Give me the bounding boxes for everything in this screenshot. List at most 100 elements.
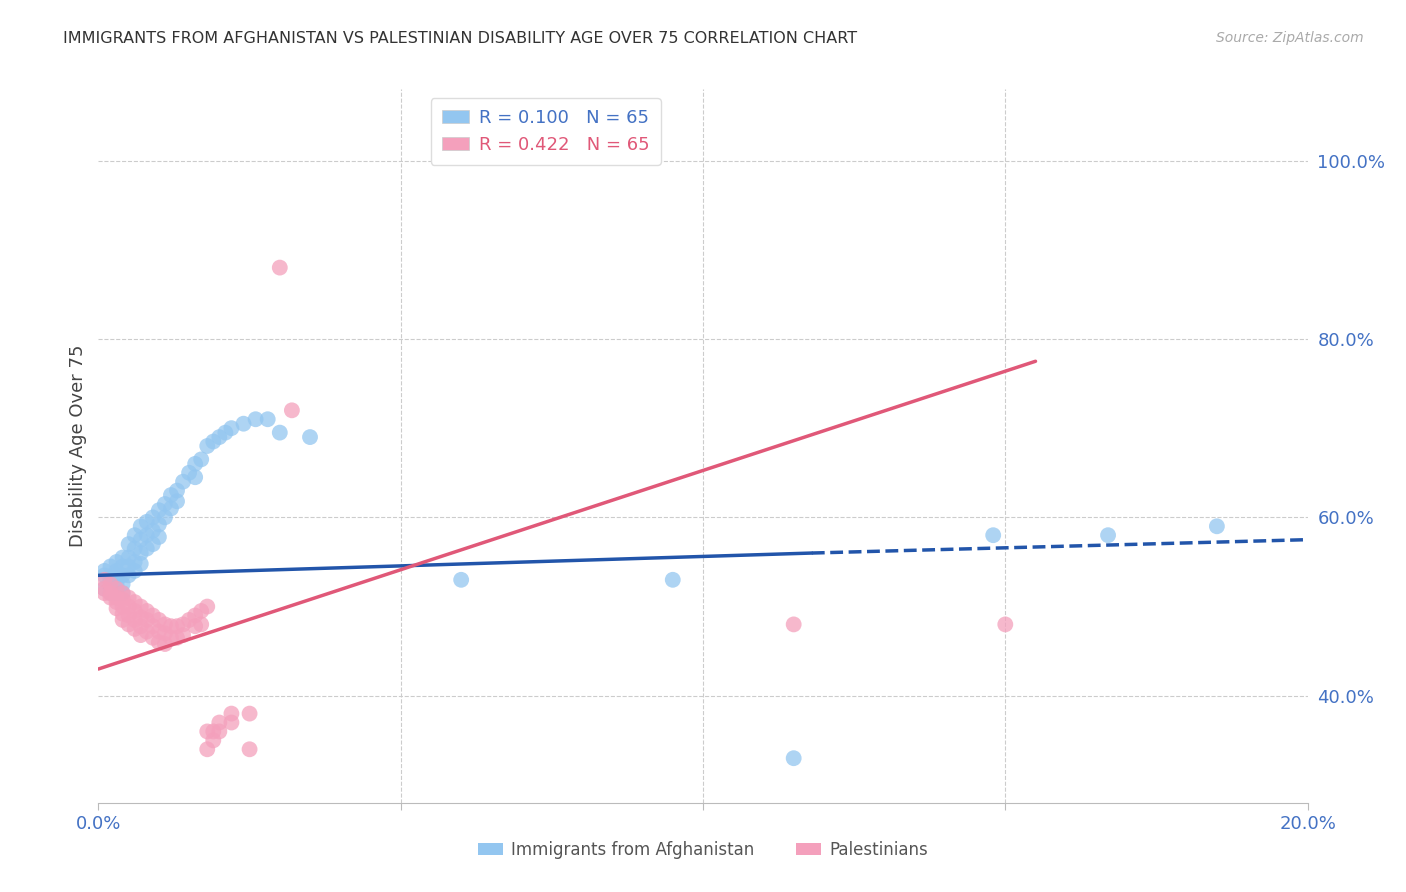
Point [195, 724, 218, 739]
Point [208, 724, 231, 739]
Point [221, 706, 243, 721]
Point [981, 528, 1004, 542]
Point [124, 613, 146, 627]
Point [111, 592, 134, 607]
Point [202, 434, 225, 449]
Point [148, 635, 170, 649]
Point [118, 537, 141, 551]
Point [105, 568, 128, 582]
Point [166, 494, 188, 508]
Point [221, 715, 243, 730]
Point [129, 546, 152, 560]
Point [118, 608, 141, 623]
Point [172, 617, 194, 632]
Point [783, 751, 806, 765]
Point [118, 617, 141, 632]
Point [153, 626, 176, 640]
Point [135, 541, 157, 556]
Point [202, 733, 225, 747]
Point [111, 559, 134, 574]
Point [148, 624, 170, 639]
Point [160, 619, 183, 633]
Point [160, 501, 183, 516]
Point [129, 599, 152, 614]
Point [450, 573, 472, 587]
Point [245, 412, 267, 426]
Point [100, 591, 122, 605]
Point [111, 599, 134, 614]
Point [281, 403, 304, 417]
Point [299, 430, 322, 444]
Text: Source: ZipAtlas.com: Source: ZipAtlas.com [1216, 31, 1364, 45]
Point [166, 631, 188, 645]
Point [93, 568, 115, 582]
Point [184, 608, 207, 623]
Point [153, 617, 176, 632]
Point [153, 637, 176, 651]
Point [269, 260, 291, 275]
Point [172, 628, 194, 642]
Text: IMMIGRANTS FROM AFGHANISTAN VS PALESTINIAN DISABILITY AGE OVER 75 CORRELATION CH: IMMIGRANTS FROM AFGHANISTAN VS PALESTINI… [63, 31, 858, 46]
Point [93, 573, 115, 587]
Point [783, 617, 806, 632]
Point [129, 533, 152, 547]
Point [93, 586, 115, 600]
Point [179, 466, 201, 480]
Point [118, 550, 141, 565]
Point [100, 577, 122, 591]
Point [129, 519, 152, 533]
Point [135, 604, 157, 618]
Point [166, 619, 188, 633]
Point [124, 564, 146, 578]
Point [190, 452, 212, 467]
Point [100, 582, 122, 596]
Point [105, 601, 128, 615]
Point [129, 557, 152, 571]
Point [256, 412, 278, 426]
Point [135, 613, 157, 627]
Point [166, 483, 188, 498]
Point [124, 555, 146, 569]
Point [148, 503, 170, 517]
Point [142, 524, 165, 538]
Point [172, 475, 194, 489]
Point [195, 439, 218, 453]
Point [190, 617, 212, 632]
Point [153, 497, 176, 511]
Point [93, 564, 115, 578]
Point [100, 586, 122, 600]
Point [129, 628, 152, 642]
Point [142, 510, 165, 524]
Point [100, 559, 122, 574]
Point [100, 586, 122, 600]
Point [153, 510, 176, 524]
Point [124, 528, 146, 542]
Legend: Immigrants from Afghanistan, Palestinians: Immigrants from Afghanistan, Palestinian… [471, 835, 935, 866]
Point [148, 613, 170, 627]
Point [111, 577, 134, 591]
Point [202, 724, 225, 739]
Point [142, 631, 165, 645]
Point [105, 582, 128, 596]
Point [93, 582, 115, 596]
Point [135, 624, 157, 639]
Point [118, 568, 141, 582]
Point [994, 617, 1017, 632]
Point [195, 742, 218, 756]
Point [105, 595, 128, 609]
Point [105, 555, 128, 569]
Point [111, 607, 134, 621]
Point [111, 568, 134, 582]
Point [160, 488, 183, 502]
Point [232, 417, 254, 431]
Point [129, 619, 152, 633]
Point [184, 619, 207, 633]
Point [124, 604, 146, 618]
Point [111, 550, 134, 565]
Point [105, 586, 128, 600]
Point [179, 613, 201, 627]
Point [190, 604, 212, 618]
Point [105, 577, 128, 591]
Point [111, 586, 134, 600]
Point [160, 631, 183, 645]
